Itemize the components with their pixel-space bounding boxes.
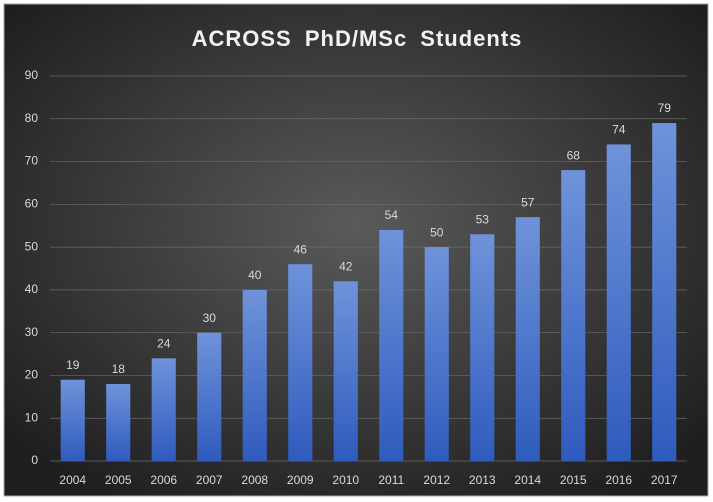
- y-tick-label: 30: [25, 325, 39, 339]
- y-tick-label: 70: [25, 154, 39, 168]
- x-tick-label: 2015: [560, 473, 587, 487]
- bar: [151, 358, 176, 461]
- y-tick-label: 60: [25, 197, 39, 211]
- data-label: 40: [248, 268, 262, 282]
- y-tick-label: 10: [25, 410, 39, 424]
- data-label: 30: [203, 311, 217, 325]
- bar: [652, 123, 677, 462]
- data-label: 24: [157, 337, 171, 351]
- x-tick-label: 2006: [150, 473, 177, 487]
- x-tick-label: 2008: [241, 473, 268, 487]
- data-label: 53: [476, 212, 490, 226]
- bar: [60, 379, 85, 461]
- bar: [106, 384, 131, 461]
- x-tick-label: 2004: [59, 473, 86, 487]
- data-label: 42: [339, 260, 353, 274]
- x-tick-label: 2005: [105, 473, 132, 487]
- bar: [379, 230, 404, 461]
- bar: [197, 332, 222, 461]
- data-label: 54: [385, 208, 399, 222]
- x-tick-label: 2013: [469, 473, 496, 487]
- bar: [288, 264, 313, 461]
- x-tick-label: 2016: [605, 473, 632, 487]
- data-label: 46: [294, 242, 308, 256]
- y-tick-label: 80: [25, 111, 39, 125]
- y-tick-label: 50: [25, 239, 39, 253]
- data-label: 50: [430, 225, 444, 239]
- x-tick-label: 2011: [378, 473, 404, 487]
- y-tick-label: 0: [31, 453, 38, 467]
- data-label: 68: [567, 148, 581, 162]
- x-tick-label: 2014: [514, 473, 541, 487]
- data-label: 74: [612, 123, 626, 137]
- x-tick-label: 2009: [287, 473, 314, 487]
- bar: [515, 217, 540, 461]
- x-tick-label: 2017: [651, 473, 678, 487]
- data-label: 79: [658, 101, 672, 115]
- y-tick-label: 90: [25, 68, 39, 82]
- data-label: 57: [521, 195, 535, 209]
- bar: [561, 170, 586, 461]
- bar: [242, 289, 267, 461]
- data-label: 18: [112, 362, 126, 376]
- x-tick-label: 2010: [332, 473, 359, 487]
- bar: [470, 234, 495, 461]
- y-tick-label: 20: [25, 368, 39, 382]
- x-tick-label: 2012: [423, 473, 450, 487]
- chart-title: ACROSS PhD/MSc Students: [192, 26, 523, 51]
- x-tick-label: 2007: [196, 473, 223, 487]
- bar: [333, 281, 358, 461]
- data-label: 19: [66, 358, 80, 372]
- bar: [606, 144, 631, 461]
- y-tick-label: 40: [25, 282, 39, 296]
- bar: [424, 247, 449, 461]
